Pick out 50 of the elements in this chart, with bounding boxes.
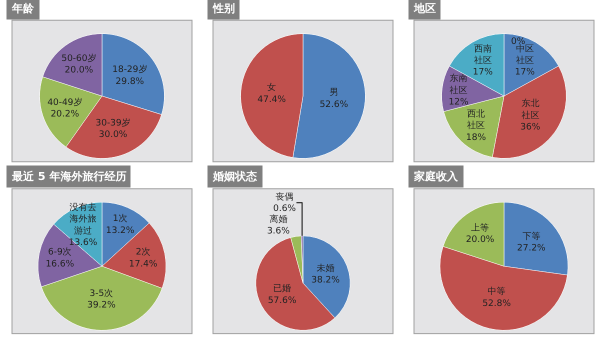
chart-title: 婚姻状态 [212,170,258,183]
data-label: 12% [448,98,470,108]
slice-label: 未婚 [316,262,335,274]
data-label: 52.6% [320,100,349,110]
slice-label: 6-9次 [48,246,72,258]
chart-title: 最近 5 年海外旅行经历 [11,170,126,183]
data-label: 20.0% [64,66,94,76]
data-label: 29.8% [116,76,145,87]
data-label: 17% [472,68,494,78]
slice-label: 中等 [488,286,506,298]
slice-label: 男 [329,87,338,98]
slice-label: 40-49岁 [47,97,82,108]
slice-label: 50-60岁 [61,52,96,64]
data-label: 0.6% [273,204,296,214]
chart-title: 年龄 [11,2,35,15]
data-label: 57.6% [268,296,297,306]
slice-label: 3-5次 [90,288,114,299]
data-label: 3.6% [266,226,290,237]
data-label: 18% [466,132,486,143]
chart-title: 家庭收入 [413,170,459,183]
slice-label: 18-29岁 [112,64,148,76]
slice-label: 西北社区 [466,108,485,132]
slice-label: 西南社区 [474,43,492,66]
slice-label: 已婚 [273,283,292,294]
slice-label: 1次 [112,213,128,224]
data-label: 13.2% [106,226,135,236]
data-label: 38.2% [311,276,340,286]
slice-label: 女 [267,82,276,94]
slice-label: 丧偶 [276,191,294,202]
slice-label: 东北社区 [521,98,540,121]
data-label: 20.2% [50,110,80,120]
chart-title: 地区 [413,2,436,15]
chart-title: 性别 [212,2,235,15]
slice-label: 2次 [136,246,150,258]
data-label: 20.0% [466,234,495,245]
data-label: 17.4% [128,259,158,270]
data-label: 16.6% [46,259,75,270]
slice-label: 中区社区 [516,43,534,66]
data-label: 39.2% [87,300,116,311]
slice-label: 下等 [522,230,540,242]
data-label: 47.4% [257,94,286,105]
data-label: 27.2% [517,244,546,254]
slice-label: 东南社区 [450,73,468,96]
data-label: 30.0% [98,130,128,140]
data-label: 17% [514,68,536,78]
data-label: 36% [520,122,541,132]
slice-label: 离婚 [269,214,288,225]
slice-label: 30-39岁 [96,117,131,128]
data-label: 52.8% [482,298,512,309]
slice-label: 上等 [471,222,490,234]
